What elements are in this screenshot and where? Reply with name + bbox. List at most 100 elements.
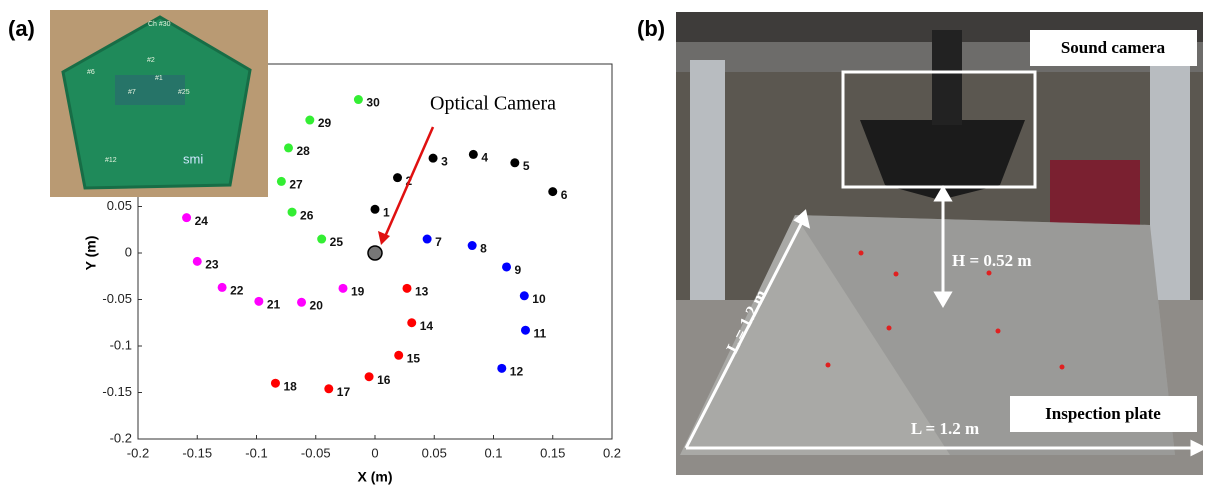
- annotation: Optical Camera: [430, 93, 556, 115]
- label-box: [1030, 30, 1197, 66]
- point-label: 7: [435, 235, 442, 249]
- inset-label: #2: [147, 57, 155, 64]
- x-axis-label: X (m): [358, 469, 393, 485]
- point: [192, 256, 202, 266]
- inset-label: #6: [87, 69, 95, 76]
- chair: [1050, 160, 1140, 230]
- point-label: 22: [230, 284, 244, 298]
- point-label: 23: [205, 258, 219, 272]
- point-label: 6: [561, 188, 568, 202]
- point: [468, 149, 478, 159]
- point: [370, 204, 380, 214]
- camera-point: [367, 245, 383, 261]
- point: [520, 325, 530, 335]
- point: [407, 318, 417, 328]
- x-tick-label: -0.2: [127, 445, 149, 460]
- point-label: 27: [289, 178, 303, 192]
- annotation-arrowhead: [378, 231, 390, 245]
- point-label: 19: [351, 285, 365, 299]
- point: [402, 283, 412, 293]
- point-label: 9: [515, 263, 522, 277]
- plate-markers: [825, 250, 1065, 370]
- inset-label: #12: [105, 157, 117, 164]
- point: [317, 234, 327, 244]
- point: [217, 282, 227, 292]
- photo: Sound camera H = 0.52 m L = 1.2 m L = 1.…: [676, 12, 1208, 475]
- point: [502, 262, 512, 272]
- point-label: 25: [330, 235, 344, 249]
- arrowhead: [793, 209, 811, 229]
- highlight-box: [841, 70, 1037, 189]
- inset-label: #25: [178, 89, 190, 96]
- height-label: H = 0.52 m: [952, 251, 1032, 270]
- inset-chip: [115, 75, 185, 105]
- marker: [893, 271, 899, 277]
- point: [338, 283, 348, 293]
- point: [276, 176, 286, 186]
- panel-label: (b): [637, 16, 665, 41]
- x-tick-label: 0.1: [484, 445, 502, 460]
- point: [422, 234, 432, 244]
- inset-photo: Ch #30 #6 #2 #1 #7 #25 #12 smi: [50, 10, 268, 197]
- marker: [986, 270, 992, 276]
- arrowhead: [933, 185, 953, 202]
- point-label: 5: [523, 159, 530, 173]
- y-tick-label: -0.05: [102, 291, 132, 306]
- y-tick-label: 0: [125, 244, 132, 259]
- point: [353, 95, 363, 105]
- point-label: 3: [441, 154, 448, 168]
- plate-label: Inspection plate: [1045, 404, 1161, 423]
- plot: -0.2 -0.15 -0.1 -0.05 0 0.05 0.1 0.15 0.2-0.2-0.…: [102, 93, 621, 461]
- marker: [1059, 364, 1065, 370]
- marker: [825, 362, 831, 368]
- point-label: 18: [283, 379, 297, 393]
- point-label: 1: [383, 205, 390, 219]
- x-tick-label: 0.2: [603, 445, 621, 460]
- point: [519, 291, 529, 301]
- point-label: 30: [366, 96, 380, 110]
- arrowhead: [1190, 439, 1208, 457]
- y-tick-label: -0.1: [110, 337, 132, 352]
- point-label: 20: [310, 298, 324, 312]
- point-label: 12: [510, 364, 524, 378]
- front-length-label: L = 1.2 m: [911, 419, 979, 438]
- sound-camera-label: Sound camera: [1061, 38, 1166, 57]
- marker: [886, 325, 892, 331]
- point-label: 8: [480, 242, 487, 256]
- point-label: 11: [533, 326, 546, 340]
- point-label: 28: [296, 144, 310, 158]
- point: [287, 207, 297, 217]
- sound-camera-device: [860, 120, 1025, 200]
- x-tick-label: 0.15: [540, 445, 565, 460]
- point-label: 21: [267, 298, 281, 312]
- x-tick-label: -0.15: [182, 445, 212, 460]
- label-box: [1010, 396, 1197, 432]
- inset-label: Ch #30: [148, 21, 171, 28]
- point-label: 13: [415, 285, 429, 299]
- side-arrow: [684, 221, 804, 449]
- annotation-arrow: [382, 126, 435, 240]
- point: [364, 372, 374, 382]
- x-tick-label: -0.1: [245, 445, 267, 460]
- point: [497, 363, 507, 373]
- marker: [858, 250, 864, 256]
- dimension-arrows: [684, 185, 1208, 457]
- point: [297, 297, 307, 307]
- x-tick-label: 0: [371, 445, 378, 460]
- point-label: 17: [337, 385, 351, 399]
- marker: [995, 328, 1001, 334]
- point: [467, 241, 477, 251]
- point-label: 14: [420, 319, 434, 333]
- point: [394, 350, 404, 360]
- point: [305, 115, 315, 125]
- x-tick-label: -0.05: [301, 445, 331, 460]
- point-label: 24: [195, 214, 209, 228]
- y-tick-label: 0.05: [107, 198, 132, 213]
- y-axis-label: Y (m): [83, 236, 99, 271]
- point-label: 10: [532, 292, 546, 306]
- point: [254, 296, 264, 306]
- y-tick-label: -0.15: [102, 384, 132, 399]
- y-tick-label: -0.2: [110, 430, 132, 445]
- point: [428, 153, 438, 163]
- point-label: 15: [407, 351, 421, 365]
